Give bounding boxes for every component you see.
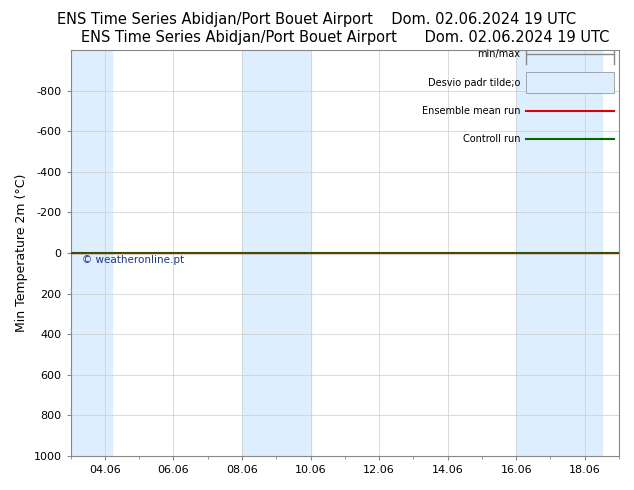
Text: Controll run: Controll run [463, 134, 521, 145]
Point [95, 250, 103, 256]
Bar [526, 73, 614, 93]
Bar [70, 50, 112, 456]
Point [95, 250, 103, 256]
Bar [516, 50, 602, 456]
Text: Ensemble mean run: Ensemble mean run [422, 106, 521, 116]
Text: © weatheronline.pt: © weatheronline.pt [82, 255, 184, 265]
Point [95, 250, 103, 256]
Text: ENS Time Series Abidjan/Port Bouet Airport    Dom. 02.06.2024 19 UTC: ENS Time Series Abidjan/Port Bouet Airpo… [58, 12, 576, 27]
Y-axis label: Min Temperature 2m (°C): Min Temperature 2m (°C) [15, 174, 28, 332]
Point [101, 250, 108, 256]
Point [101, 250, 108, 256]
Point [95, 250, 103, 256]
Point [95, 250, 103, 256]
Point [101, 250, 108, 256]
Point [101, 250, 108, 256]
Text: min/max: min/max [477, 49, 521, 59]
Point [101, 250, 108, 256]
Title: ENS Time Series Abidjan/Port Bouet Airport      Dom. 02.06.2024 19 UTC: ENS Time Series Abidjan/Port Bouet Airpo… [81, 30, 609, 45]
Text: Desvio padr tilde;o: Desvio padr tilde;o [428, 77, 521, 88]
Bar [242, 50, 311, 456]
